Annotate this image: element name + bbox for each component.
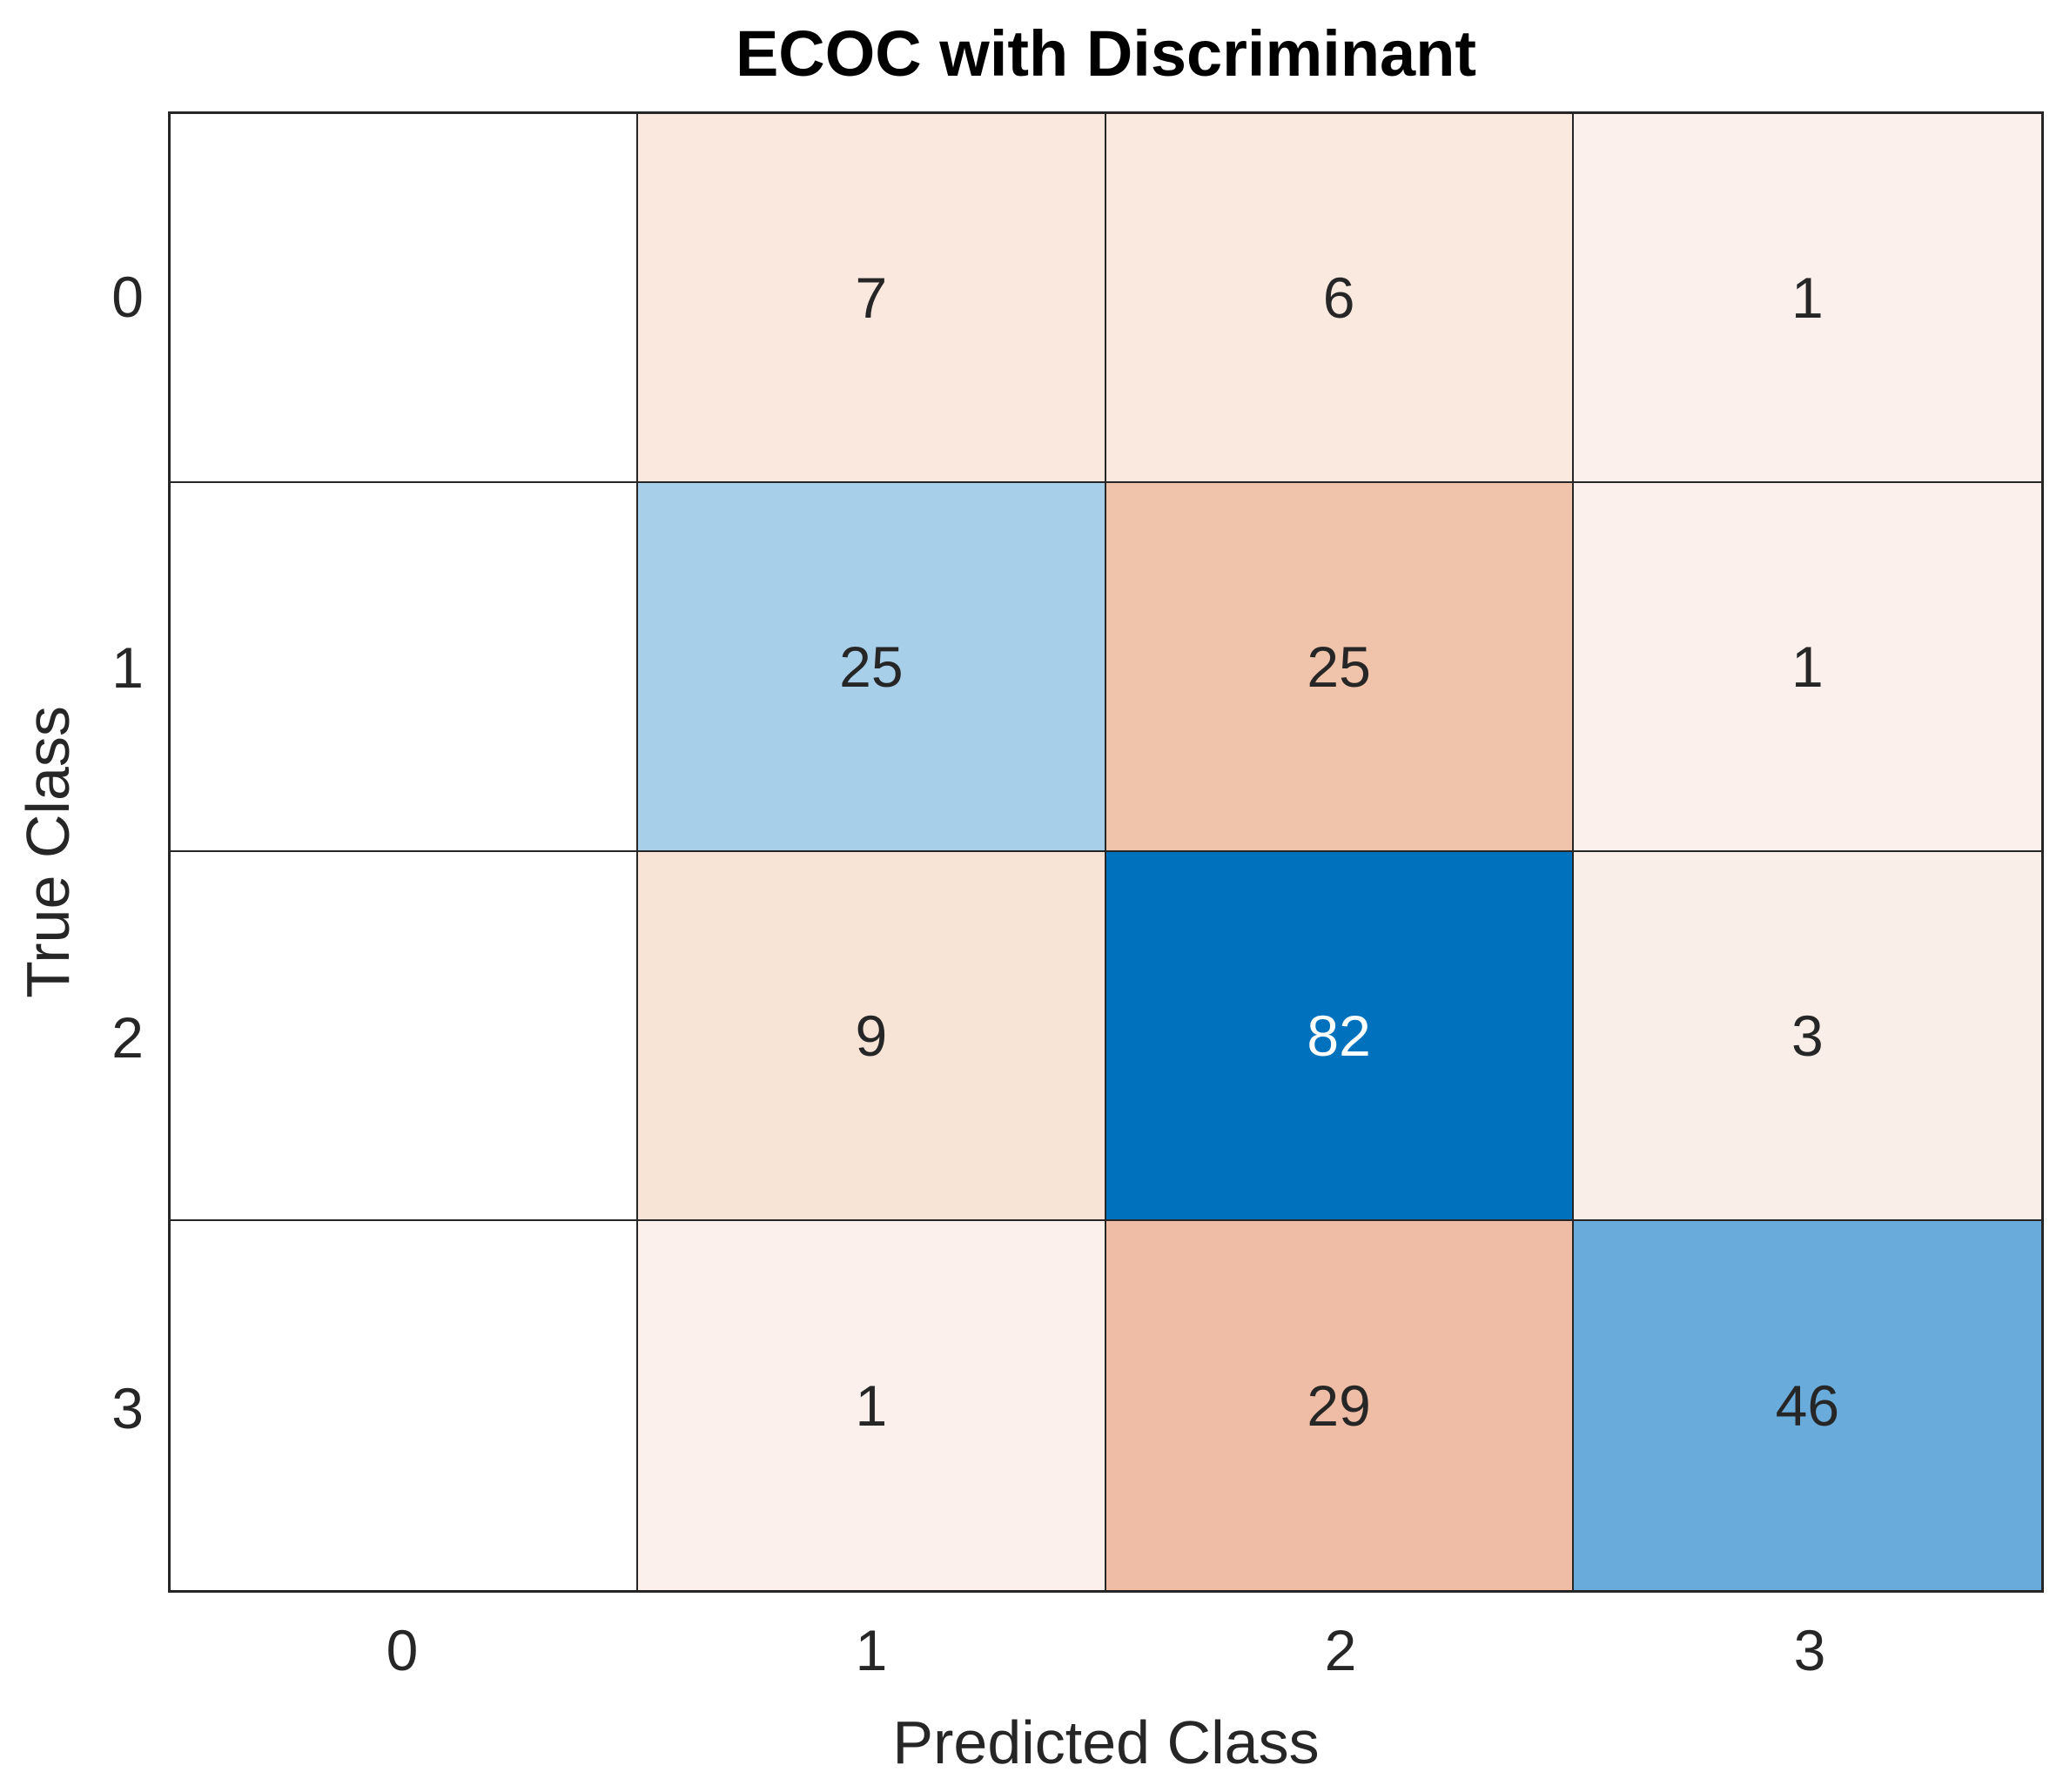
matrix-cell-r1-c2: 25 [1105, 483, 1574, 852]
confusion-matrix-grid: 7 6 1 25 25 1 9 82 3 1 29 46 [168, 111, 2044, 1593]
x-tick-3: 3 [1793, 1618, 1826, 1682]
matrix-cell-r3-c2: 29 [1105, 1221, 1574, 1590]
matrix-cell-r3-c0 [171, 1221, 639, 1590]
matrix-cell-r3-c3: 46 [1573, 1221, 2041, 1590]
y-tick-3: 3 [111, 1376, 144, 1440]
matrix-cell-r0-c0 [171, 114, 639, 483]
matrix-cell-r0-c2: 6 [1105, 114, 1574, 483]
matrix-cell-r0-c3: 1 [1573, 114, 2041, 483]
x-axis-label: Predicted Class [892, 1708, 1320, 1776]
y-axis-label: True Class [14, 706, 82, 998]
matrix-cell-r2-c3: 3 [1573, 852, 2041, 1221]
matrix-cell-r0-c1: 7 [638, 114, 1106, 483]
matrix-cell-r2-c1: 9 [638, 852, 1106, 1221]
matrix-cell-r1-c1: 25 [638, 483, 1106, 852]
x-tick-0: 0 [386, 1618, 419, 1682]
y-tick-0: 0 [111, 265, 144, 329]
y-tick-1: 1 [111, 635, 144, 700]
matrix-cell-r2-c2: 82 [1105, 852, 1574, 1221]
x-tick-1: 1 [855, 1618, 888, 1682]
chart-title: ECOC with Discriminant [735, 17, 1477, 90]
matrix-cell-r1-c3: 1 [1573, 483, 2041, 852]
matrix-cell-r3-c1: 1 [638, 1221, 1106, 1590]
x-tick-2: 2 [1324, 1618, 1357, 1682]
matrix-cell-r1-c0 [171, 483, 639, 852]
matrix-cell-r2-c0 [171, 852, 639, 1221]
y-tick-2: 2 [111, 1005, 144, 1070]
